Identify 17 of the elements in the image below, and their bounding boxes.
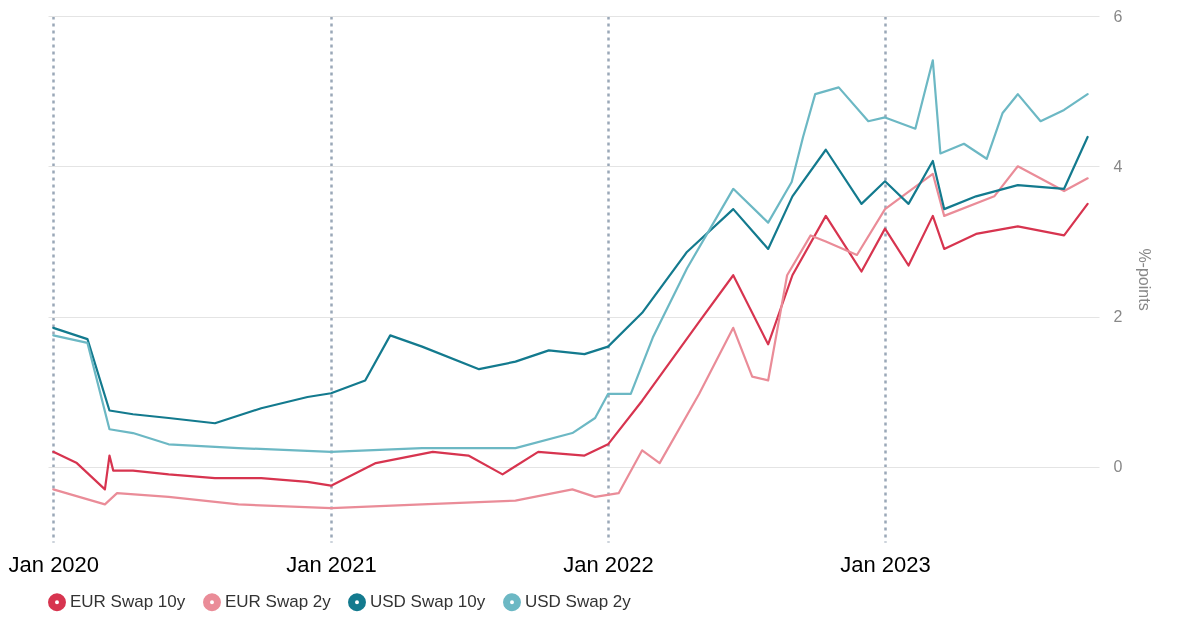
line-series [52, 59, 1089, 453]
line-series [52, 135, 1089, 425]
x-tick-label: Jan 2020 [8, 551, 100, 577]
y-tick-label: 2 [1113, 308, 1123, 326]
x-tick-label: Jan 2022 [563, 551, 654, 577]
y-axis-title: %-points [1136, 248, 1154, 311]
legend-label: EUR Swap 2y [225, 592, 332, 612]
y-tick-label: 0 [1113, 458, 1123, 476]
line-series [52, 202, 1089, 491]
line-series [52, 165, 1089, 510]
legend-label: EUR Swap 10y [70, 592, 186, 612]
legend-label: USD Swap 2y [525, 592, 632, 612]
x-tick-label: Jan 2023 [840, 551, 931, 577]
y-tick-label: 4 [1113, 157, 1123, 175]
legend-label: USD Swap 10y [370, 592, 486, 612]
x-tick-label: Jan 2021 [286, 551, 377, 577]
y-tick-label: 6 [1113, 7, 1123, 25]
